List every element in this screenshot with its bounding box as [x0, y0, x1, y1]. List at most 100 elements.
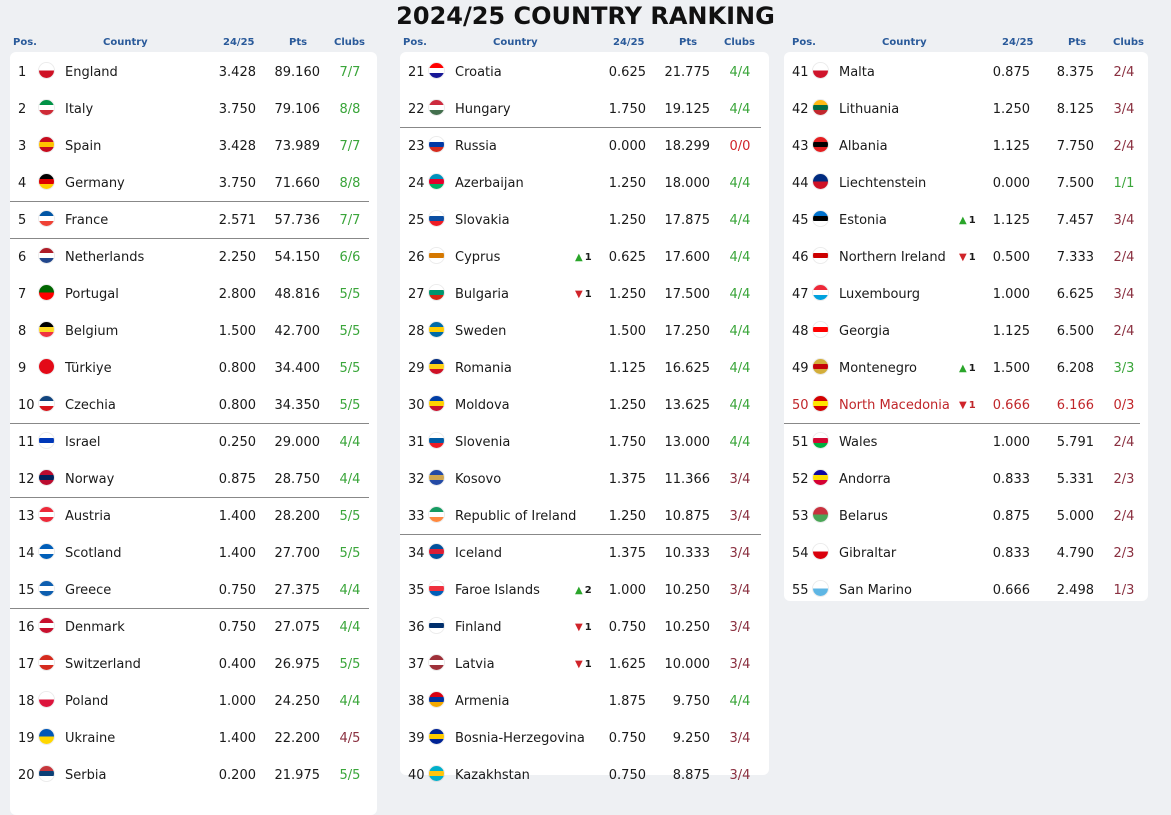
season-coefficient: 0.750 — [218, 583, 256, 598]
rank-position: 24 — [408, 176, 425, 191]
country-name: Estonia — [839, 213, 887, 228]
season-coefficient: 0.800 — [218, 361, 256, 376]
table-row: 32 Kosovo 1.375 11.366 3/4 — [400, 461, 769, 498]
table-row: 1 England 3.428 89.160 7/7 — [10, 54, 377, 91]
table-row: 20 Serbia 0.200 21.975 5/5 — [10, 757, 377, 794]
rank-position: 55 — [792, 583, 809, 598]
country-name: Azerbaijan — [455, 176, 524, 191]
season-coefficient: 0.500 — [992, 250, 1030, 265]
clubs-remaining: 3/4 — [729, 620, 751, 635]
flag-icon — [429, 174, 444, 189]
table-row: 15 Greece 0.750 27.375 4/4 — [10, 572, 377, 609]
rank-change-value: 1 — [968, 363, 976, 374]
season-coefficient: 1.125 — [992, 324, 1030, 339]
season-coefficient: 1.000 — [218, 694, 256, 709]
season-coefficient: 1.400 — [218, 546, 256, 561]
flag-icon — [39, 174, 54, 189]
rank-change-value: 1 — [584, 659, 592, 670]
season-coefficient: 0.666 — [992, 398, 1030, 413]
country-name: Republic of Ireland — [455, 509, 577, 524]
clubs-remaining: 0/3 — [1113, 398, 1135, 413]
table-row: 50 North Macedonia ▼ 1 0.666 6.166 0/3 — [784, 387, 1148, 424]
clubs-remaining: 4/4 — [729, 213, 751, 228]
table-header: Pos. Country 24/25 Pts Clubs — [789, 34, 1156, 52]
rank-position: 12 — [18, 472, 35, 487]
clubs-remaining: 2/4 — [1113, 435, 1135, 450]
table-row: 47 Luxembourg 1.000 6.625 3/4 — [784, 276, 1148, 313]
clubs-remaining: 3/4 — [1113, 287, 1135, 302]
clubs-remaining: 2/4 — [1113, 509, 1135, 524]
table-row: 25 Slovakia 1.250 17.875 4/4 — [400, 202, 769, 239]
table-row: 24 Azerbaijan 1.250 18.000 4/4 — [400, 165, 769, 202]
season-coefficient: 1.500 — [608, 324, 646, 339]
clubs-remaining: 5/5 — [339, 657, 361, 672]
season-coefficient: 3.428 — [218, 65, 256, 80]
ranking-column-3: Pos. Country 24/25 Pts Clubs 41 Malta 0.87… — [784, 34, 1156, 601]
header-clubs: Clubs — [724, 37, 755, 48]
country-name: Bulgaria — [455, 287, 509, 302]
flag-icon — [39, 507, 54, 522]
rank-change: ▲ 1 — [575, 251, 592, 265]
table-row: 26 Cyprus ▲ 1 0.625 17.600 4/4 — [400, 239, 769, 276]
total-points: 48.816 — [274, 287, 321, 302]
rank-position: 47 — [792, 287, 809, 302]
rank-position: 51 — [792, 435, 809, 450]
rank-position: 4 — [18, 176, 27, 191]
clubs-remaining: 3/4 — [729, 731, 751, 746]
total-points: 7.457 — [1056, 213, 1094, 228]
table-row: 10 Czechia 0.800 34.350 5/5 — [10, 387, 377, 424]
rank-position: 46 — [792, 250, 809, 265]
header-pos: Pos. — [13, 37, 37, 48]
clubs-remaining: 8/8 — [339, 176, 361, 191]
clubs-remaining: 3/4 — [729, 657, 751, 672]
flag-icon — [429, 470, 444, 485]
season-coefficient: 3.750 — [218, 176, 256, 191]
flag-icon — [39, 544, 54, 559]
country-name: Croatia — [455, 65, 502, 80]
clubs-remaining: 2/3 — [1113, 546, 1135, 561]
table-row: 14 Scotland 1.400 27.700 5/5 — [10, 535, 377, 572]
flag-icon — [39, 100, 54, 115]
country-name: Sweden — [455, 324, 507, 339]
season-coefficient: 0.875 — [992, 65, 1030, 80]
rank-position: 38 — [408, 694, 425, 709]
clubs-remaining: 4/4 — [729, 324, 751, 339]
arrow-up-icon: ▲ — [959, 363, 967, 374]
header-pts: Pts — [289, 37, 308, 48]
flag-icon — [813, 285, 828, 300]
flag-icon — [429, 137, 444, 152]
rank-position: 49 — [792, 361, 809, 376]
clubs-remaining: 4/4 — [339, 472, 361, 487]
flag-icon — [429, 729, 444, 744]
arrow-down-icon: ▼ — [959, 400, 967, 411]
table-row: 54 Gibraltar 0.833 4.790 2/3 — [784, 535, 1148, 572]
clubs-remaining: 4/4 — [729, 287, 751, 302]
total-points: 5.000 — [1056, 509, 1094, 524]
total-points: 10.875 — [664, 509, 711, 524]
table-row: 22 Hungary 1.750 19.125 4/4 — [400, 91, 769, 128]
rank-position: 11 — [18, 435, 35, 450]
header-country: Country — [103, 37, 148, 48]
season-coefficient: 0.833 — [992, 546, 1030, 561]
flag-icon — [813, 100, 828, 115]
total-points: 9.250 — [672, 731, 710, 746]
country-name: Northern Ireland — [839, 250, 946, 265]
table-row: 17 Switzerland 0.400 26.975 5/5 — [10, 646, 377, 683]
season-coefficient: 3.750 — [218, 102, 256, 117]
flag-icon — [813, 544, 828, 559]
table-row: 6 Netherlands 2.250 54.150 6/6 — [10, 239, 377, 276]
clubs-remaining: 3/4 — [729, 546, 751, 561]
country-name: Lithuania — [839, 102, 900, 117]
rank-position: 33 — [408, 509, 425, 524]
season-coefficient: 1.400 — [218, 509, 256, 524]
clubs-remaining: 4/4 — [339, 620, 361, 635]
total-points: 27.075 — [274, 620, 321, 635]
country-name: Belgium — [65, 324, 119, 339]
season-coefficient: 1.250 — [608, 213, 646, 228]
clubs-remaining: 4/4 — [729, 361, 751, 376]
total-points: 18.000 — [664, 176, 711, 191]
total-points: 71.660 — [274, 176, 321, 191]
total-points: 4.790 — [1056, 546, 1094, 561]
clubs-remaining: 3/4 — [729, 768, 751, 783]
ranking-column-1: Pos. Country 24/25 Pts Clubs 1 England 3.4… — [10, 34, 377, 815]
